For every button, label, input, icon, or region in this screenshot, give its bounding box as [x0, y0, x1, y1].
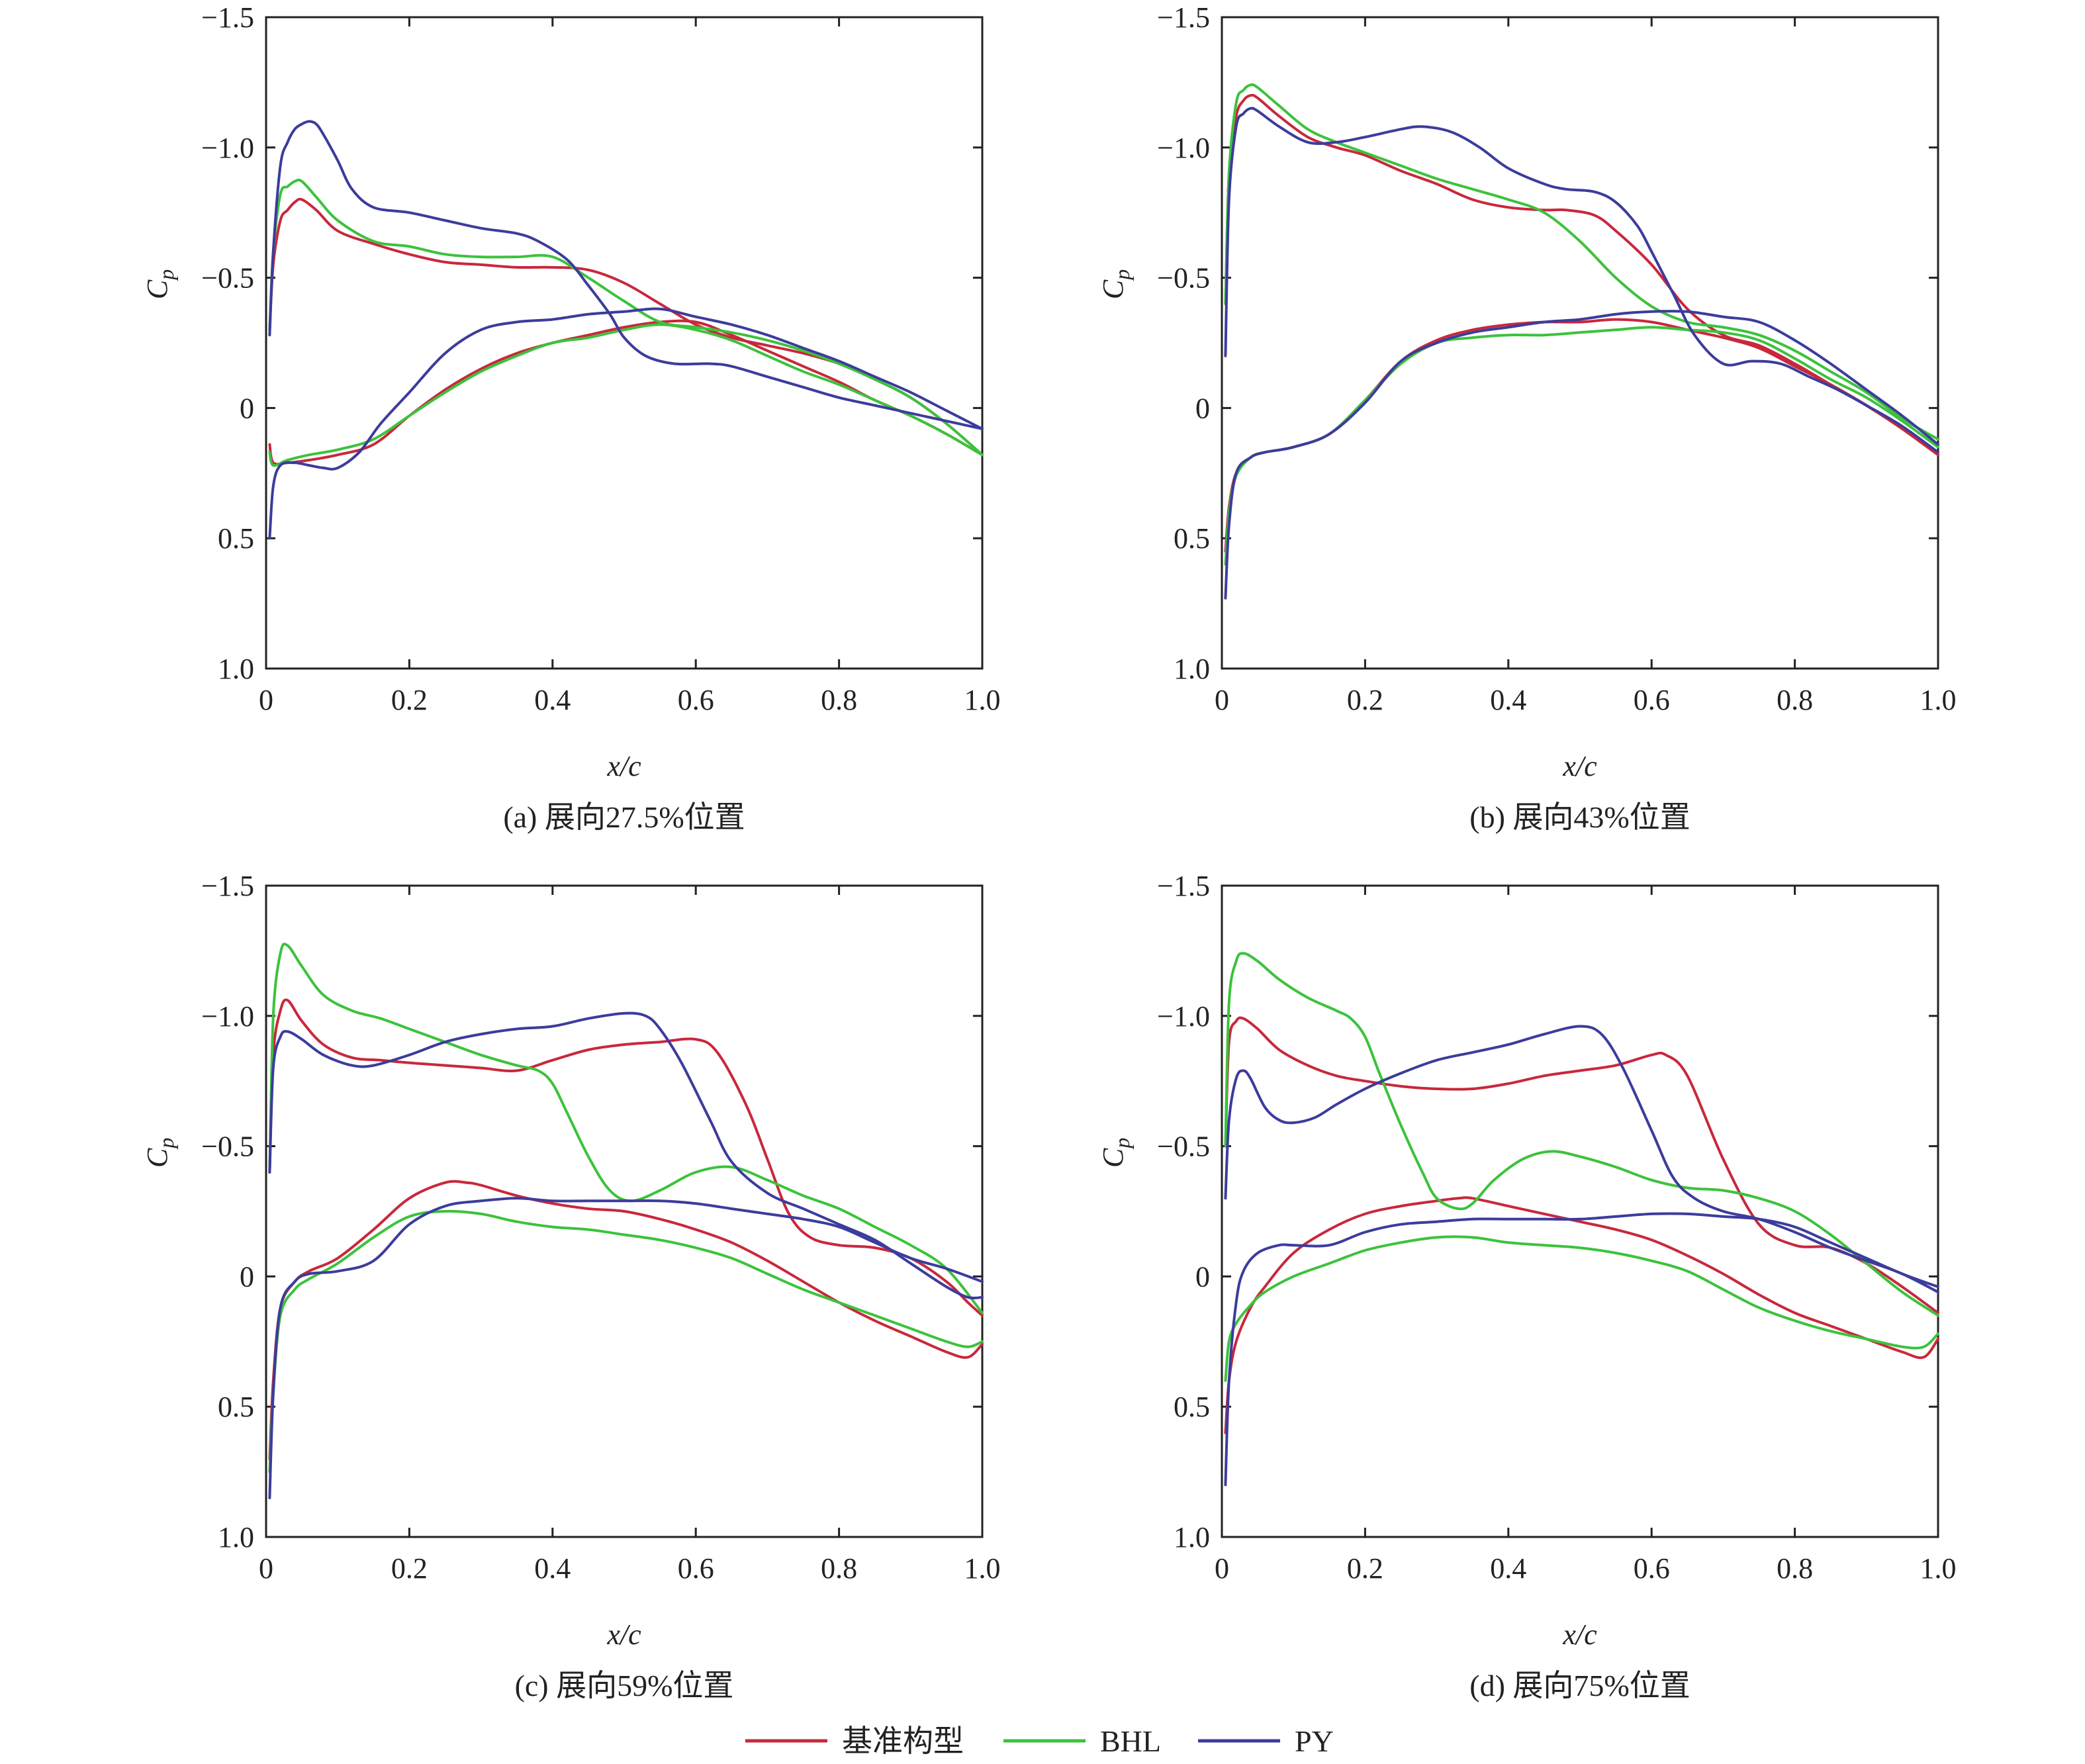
panel-b: 0 0.2 0.4 0.6 0.8 1.0 −1.5 −1.0 −0.5 0 0.5 1.0 x/c Cp…: [1097, 1, 1957, 834]
panel-c: 0 0.2 0.4 0.6 0.8 1.0 −1.5 −1.0 −0.5 0 0.5 1.0 x/c Cp…: [141, 870, 1001, 1702]
series-baseline-upper-line: [1224, 93, 1939, 457]
y-tick-label: 1.0: [1174, 1521, 1210, 1554]
y-tick-label: −0.5: [201, 262, 254, 295]
legend: 基准构型 BHL PY: [745, 1724, 1334, 1758]
series-py-lower-line: [1224, 1212, 1939, 1487]
series-bhl-upper-line: [1224, 952, 1939, 1317]
x-axis-label: x/c: [606, 1618, 641, 1651]
panel-caption: (a) 展向27.5%位置: [503, 800, 745, 834]
x-tick-label: 0.6: [678, 1552, 714, 1585]
x-tick-label: 0.4: [1490, 1552, 1526, 1585]
series-bhl-lower-line: [268, 1209, 984, 1473]
series-bhl-upper-line: [1224, 83, 1939, 441]
x-tick-label: 0: [259, 684, 273, 716]
y-tick-label: 1.0: [218, 1521, 254, 1554]
x-tick-label: 0: [259, 1552, 273, 1585]
y-axis-label: Cp: [141, 269, 178, 299]
x-tick-label: 1.0: [1920, 684, 1957, 716]
y-tick-label: −1.5: [1157, 1, 1210, 34]
series-bhl-upper-line: [268, 943, 984, 1315]
series-baseline-lower-line: [1224, 1196, 1939, 1434]
series-baseline-lower-line: [268, 319, 984, 466]
legend-label-py: PY: [1295, 1724, 1334, 1758]
x-tick-label: 0.2: [391, 684, 428, 716]
y-tick-label: −0.5: [201, 1131, 254, 1163]
y-tick-label: 0.5: [1174, 522, 1210, 555]
y-tick-label: 0: [240, 1260, 254, 1293]
x-tick-label: 0.6: [1634, 1552, 1670, 1585]
y-tick-label: 1.0: [1174, 653, 1210, 685]
x-tick-label: 1.0: [964, 1552, 1001, 1585]
x-axis-label: x/c: [606, 750, 641, 782]
y-tick-label: 0: [240, 392, 254, 424]
x-tick-label: 1.0: [964, 684, 1001, 716]
series-bhl-lower-line: [268, 323, 984, 467]
y-axis-label: Cp: [1097, 1138, 1134, 1168]
x-tick-label: 0: [1215, 684, 1229, 716]
y-tick-label: 0: [1195, 1260, 1210, 1293]
panel-d: 0 0.2 0.4 0.6 0.8 1.0 −1.5 −1.0 −0.5 0 0.5 1.0 x/c Cp…: [1097, 870, 1957, 1702]
x-tick-label: 0.2: [1347, 1552, 1383, 1585]
series-baseline-upper-line: [1224, 1016, 1939, 1315]
x-tick-label: 0.8: [1777, 684, 1813, 716]
x-tick-label: 1.0: [1920, 1552, 1957, 1585]
x-tick-label: 0.6: [678, 684, 714, 716]
y-tick-label: −1.5: [201, 1, 254, 34]
panel-caption: (d) 展向75%位置: [1469, 1669, 1690, 1702]
y-axis-label: Cp: [1097, 269, 1134, 299]
y-tick-label: −1.5: [1157, 870, 1210, 902]
panel-caption: (b) 展向43%位置: [1469, 800, 1690, 834]
x-tick-label: 0.6: [1634, 684, 1670, 716]
x-tick-label: 0.2: [391, 1552, 428, 1585]
plot-frame: [1221, 884, 1939, 1538]
plot-frame: [1221, 16, 1939, 670]
x-axis-label: x/c: [1562, 750, 1597, 782]
plot-frame: [265, 16, 984, 670]
x-tick-label: 0.8: [1777, 1552, 1813, 1585]
series-baseline-upper-line: [268, 998, 984, 1317]
series-bhl-lower-line: [1224, 1235, 1939, 1382]
series-baseline-lower-line: [268, 1180, 984, 1460]
y-tick-label: −0.5: [1157, 1131, 1210, 1163]
y-tick-label: −0.5: [1157, 262, 1210, 295]
x-axis-label: x/c: [1562, 1618, 1597, 1651]
legend-label-baseline: 基准构型: [842, 1724, 964, 1758]
x-tick-label: 0.4: [534, 1552, 571, 1585]
series-py-lower-line: [268, 1197, 984, 1499]
series-py-lower-line: [268, 307, 984, 540]
x-tick-label: 0.2: [1347, 684, 1383, 716]
x-tick-label: 0.8: [821, 1552, 857, 1585]
series-py-upper-line: [1224, 1025, 1939, 1293]
y-axis-label: Cp: [141, 1138, 178, 1168]
legend-label-bhl: BHL: [1100, 1724, 1161, 1758]
series-bhl-upper-line: [268, 178, 984, 457]
plot-frame: [265, 884, 984, 1538]
y-tick-label: 1.0: [218, 653, 254, 685]
y-tick-label: −1.0: [201, 132, 254, 164]
y-tick-label: 0: [1195, 392, 1210, 424]
y-tick-label: −1.5: [201, 870, 254, 902]
y-tick-label: 0.5: [218, 1391, 254, 1423]
series-baseline-lower-line: [1224, 318, 1939, 553]
x-tick-label: 0.4: [1490, 684, 1526, 716]
y-tick-label: −1.0: [1157, 1000, 1210, 1033]
x-tick-label: 0.4: [534, 684, 571, 716]
y-tick-label: 0.5: [1174, 1391, 1210, 1423]
panel-caption: (c) 展向59%位置: [515, 1669, 734, 1702]
series-py-lower-line: [1224, 310, 1939, 600]
series-py-upper-line: [1224, 107, 1939, 454]
y-tick-label: −1.0: [201, 1000, 254, 1033]
panel-a: 0 0.2 0.4 0.6 0.8 1.0 −1.5 −1.0 −0.5 0 0.5 1.0 x/c Cp…: [141, 1, 1001, 834]
y-tick-label: −1.0: [1157, 132, 1210, 164]
series-py-upper-line: [268, 120, 984, 430]
series-py-upper-line: [268, 1011, 984, 1300]
x-tick-label: 0.8: [821, 684, 857, 716]
x-tick-label: 0: [1215, 1552, 1229, 1585]
y-tick-label: 0.5: [218, 522, 254, 555]
